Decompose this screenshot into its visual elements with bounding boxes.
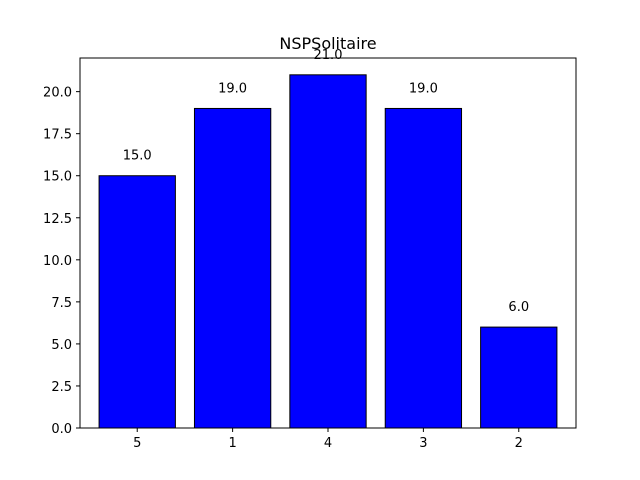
bar-value-label-3: 19.0: [409, 81, 438, 96]
y-tick-label-2: 5.0: [51, 338, 72, 353]
x-tick-label-4: 4: [324, 436, 332, 451]
y-tick-label-1: 2.5: [51, 380, 72, 395]
bar-3: [384, 107, 463, 429]
chart-title: NSPSolitaire: [279, 34, 376, 53]
y-tick-label-8: 20.0: [43, 86, 72, 101]
bar-1: [193, 107, 272, 429]
x-tick-label-1: 1: [228, 436, 236, 451]
y-tick-label-0: 0.0: [51, 422, 72, 437]
bar-value-label-4: 21.0: [314, 48, 343, 63]
bar-value-label-5: 15.0: [123, 149, 152, 164]
x-tick-label-2: 2: [515, 436, 523, 451]
x-axis: 5 1 4 3 2: [133, 428, 523, 451]
bar-value-labels: 15.0 19.0 21.0 19.0 6.0: [123, 48, 529, 315]
y-axis: 0.0 2.5 5.0 7.5 10.0 12.5 15.0 17.5 20.0: [43, 86, 80, 437]
bar-value-label-1: 19.0: [218, 81, 247, 96]
y-tick-label-3: 7.5: [51, 296, 72, 311]
bar-4: [289, 74, 367, 429]
bar-5: [98, 175, 176, 429]
bar-2: [480, 326, 558, 429]
y-tick-label-6: 15.0: [43, 170, 72, 185]
y-tick-label-4: 10.0: [43, 254, 72, 269]
plot-frame: [79, 57, 577, 429]
x-tick-label-5: 5: [133, 436, 141, 451]
y-tick-label-7: 17.5: [43, 128, 72, 143]
y-tick-label-5: 12.5: [43, 212, 72, 227]
x-tick-label-3: 3: [419, 436, 427, 451]
bar-value-label-2: 6.0: [508, 300, 529, 315]
bars-group: [98, 74, 558, 429]
